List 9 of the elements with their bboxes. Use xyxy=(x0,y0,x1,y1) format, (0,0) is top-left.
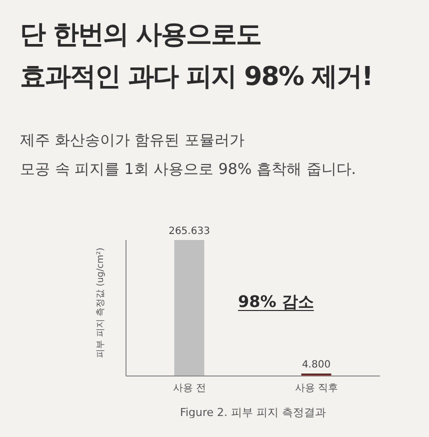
annotation: 98% 감소 xyxy=(238,292,314,313)
x-tick-label: 사용 전 xyxy=(172,383,206,394)
chart-title: 단 한번의 사용으로도 효과적인 과다 피지 98% 제거! xyxy=(20,19,372,94)
y-axis-title: 피부 피지 측정값 (ug/cm²) xyxy=(96,248,106,358)
data-label: 4.800 xyxy=(302,360,331,371)
chart-subtitle: 제주 화산송이가 함유된 포뮬러가 모공 속 피지를 1회 사용으로 98% 흡착해 줍니다. xyxy=(20,130,356,180)
x-axis-title: Figure 2. 피부 피지 측정결과 xyxy=(180,406,326,419)
data-label: 265.633 xyxy=(168,226,210,237)
x-tick-label: 사용 직후 xyxy=(294,383,338,394)
